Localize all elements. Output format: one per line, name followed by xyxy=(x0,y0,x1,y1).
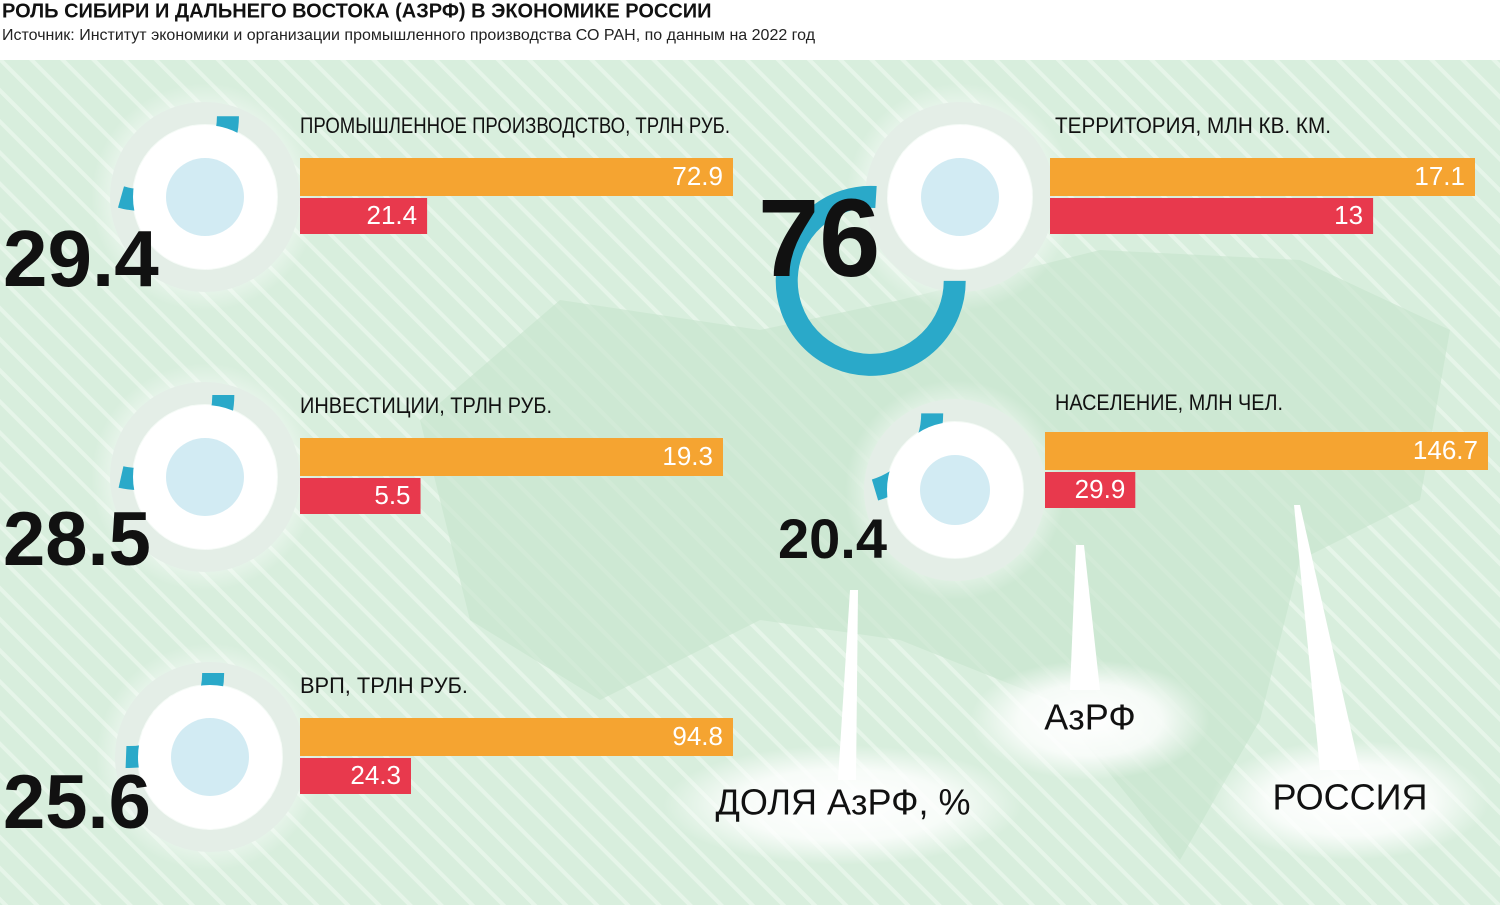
pointer xyxy=(838,590,858,780)
icon xyxy=(920,455,990,525)
panel-title: ТЕРРИТОРИЯ, МЛН КВ. КМ. xyxy=(1055,113,1331,138)
panel-title: ПРОМЫШЛЕННОЕ ПРОИЗВОДСТВО, ТРЛН РУБ. xyxy=(300,113,730,138)
icon xyxy=(171,718,249,796)
legend-entry: АзРФ xyxy=(1044,697,1136,738)
bar-label: 72.9 xyxy=(672,161,723,191)
bar xyxy=(1050,198,1374,234)
bar-label: 146.7 xyxy=(1413,435,1478,465)
share-label: ДОЛЯ АзРФ, % xyxy=(715,782,970,823)
bar xyxy=(1045,472,1136,508)
bar xyxy=(1045,432,1488,470)
bar-label: 29.9 xyxy=(1075,474,1126,504)
pointer xyxy=(1070,545,1100,690)
bar-label: 17.1 xyxy=(1414,161,1465,191)
glow xyxy=(1210,740,1490,860)
title: РОЛЬ СИБИРИ И ДАЛЬНЕГО ВОСТОКА (АЗРФ) В … xyxy=(2,0,712,22)
share-value: 76 xyxy=(758,177,880,300)
bar xyxy=(300,758,411,794)
legend-entry: РОССИЯ xyxy=(1272,777,1427,818)
bar xyxy=(300,718,733,756)
icon xyxy=(166,438,244,516)
icon xyxy=(166,158,244,236)
bar-label: 19.3 xyxy=(662,441,713,471)
bar-label: 21.4 xyxy=(366,200,417,230)
bar xyxy=(300,438,723,476)
bar xyxy=(300,478,421,514)
panel-title: НАСЕЛЕНИЕ, МЛН ЧЕЛ. xyxy=(1055,390,1283,415)
bar-label: 5.5 xyxy=(374,480,410,510)
glow xyxy=(663,745,1023,865)
bar-label: 94.8 xyxy=(672,721,723,751)
bar xyxy=(1050,158,1475,196)
glow xyxy=(970,660,1210,780)
source: Источник: Институт экономики и организац… xyxy=(2,27,816,44)
share-value: 20.4 xyxy=(778,507,887,570)
bar-label: 13 xyxy=(1334,200,1363,230)
icon xyxy=(921,158,999,236)
panel-title: ИНВЕСТИЦИИ, ТРЛН РУБ. xyxy=(300,393,552,418)
bar-label: 24.3 xyxy=(350,760,401,790)
bar xyxy=(300,198,428,234)
share-value: 28.5 xyxy=(3,497,151,582)
bar xyxy=(300,158,733,196)
share-value: 29.4 xyxy=(3,214,159,303)
share-arc xyxy=(775,185,966,376)
panel-title: ВРП, ТРЛН РУБ. xyxy=(300,673,468,698)
pointer xyxy=(1294,505,1360,770)
share-value: 25.6 xyxy=(3,760,151,845)
